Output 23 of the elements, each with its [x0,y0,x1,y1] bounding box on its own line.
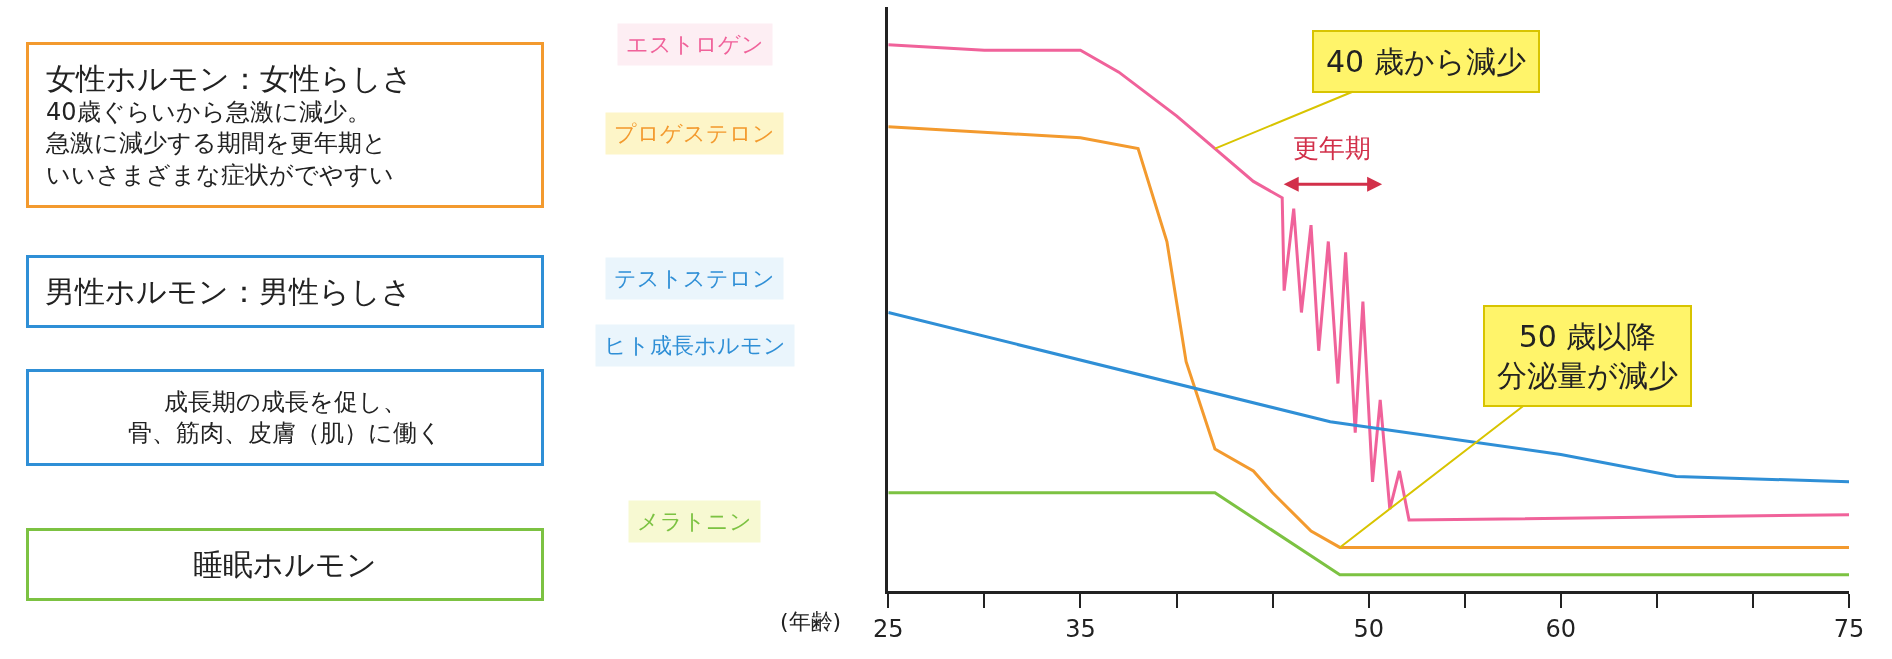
x-tick-label: 75 [1833,614,1865,643]
annotation: 40 歳から減少 [1326,44,1526,79]
x-tick-label: 50 [1353,614,1384,643]
text: 急激に減少する期間を更年期と [45,129,387,158]
annotation: 分泌量が減少 [1497,358,1678,393]
x-axis-title: (年齢) [780,609,842,634]
x-tick-label: 60 [1545,614,1577,643]
annotation: 50 歳以降 [1518,319,1657,354]
text: プロゲステロン [614,121,775,146]
text: 睡眠ホルモン [193,547,377,582]
text: メラトニン [637,509,752,534]
text: 成長期の成長を促し、 [163,388,407,416]
text: 骨、筋肉、皮膚（肌）に働く [128,419,442,448]
text: 女性ホルモン：女性らしさ [46,61,413,96]
text: 40歳ぐらいから急激に減少。 [46,98,371,127]
text: いいさまざまな症状がでやすい [46,160,394,189]
annotation: 更年期 [1293,133,1371,163]
x-tick-label: 35 [1065,614,1096,643]
text: エストロゲン [626,32,764,57]
text: ヒト成長ホルモン [604,333,786,358]
x-tick-label: 25 [873,614,904,643]
text: テストステロン [614,266,775,291]
text: 男性ホルモン：男性らしさ [45,274,412,309]
